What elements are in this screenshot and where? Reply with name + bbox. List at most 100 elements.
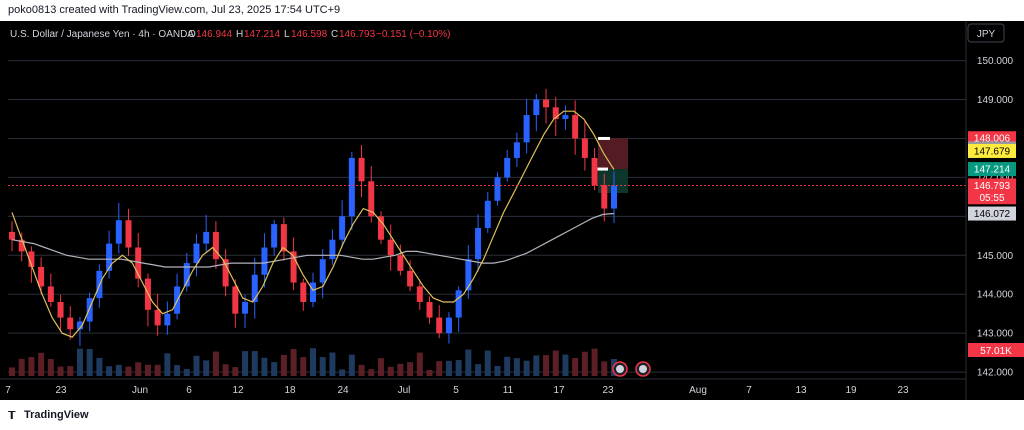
- footer-brand[interactable]: TradingView: [24, 409, 89, 421]
- currency-button-label: JPY: [977, 29, 996, 40]
- candle-body: [436, 317, 443, 334]
- candle-body: [9, 231, 15, 240]
- entry-marker[interactable]: [598, 136, 610, 140]
- volume-bars: [9, 348, 617, 376]
- volume-bar: [475, 364, 482, 376]
- event-flag-icon[interactable]: [635, 361, 651, 377]
- price-label-bg: [968, 178, 1016, 193]
- chart-frame[interactable]: 150.000149.000148.000147.000146.000145.0…: [0, 21, 1024, 400]
- candle-body: [523, 115, 530, 143]
- stop-zone[interactable]: [598, 138, 628, 170]
- candle-body: [154, 309, 161, 326]
- watermark-text: poko0813 created with TradingView.com, J…: [8, 4, 341, 16]
- volume-bar: [280, 354, 287, 376]
- volume-bar: [193, 355, 200, 376]
- ohlc-change: −0.151 (−0.10%): [376, 29, 451, 40]
- candle-body: [38, 266, 45, 287]
- candle-body: [242, 302, 249, 314]
- volume-bar: [18, 358, 25, 376]
- candle-body: [271, 224, 278, 248]
- tradingview-logo-icon[interactable]: 𝗧: [8, 410, 16, 422]
- volume-bar: [552, 350, 559, 376]
- x-axis-tick-label: 11: [503, 385, 514, 396]
- candle-body: [416, 286, 423, 303]
- currency-button[interactable]: JPY: [967, 23, 1005, 43]
- entry-marker[interactable]: [594, 167, 608, 171]
- volume-readout: 57.01K: [968, 343, 1024, 357]
- candle-body: [222, 259, 229, 287]
- volume-bar: [76, 348, 83, 376]
- moving-averages: [11, 110, 615, 338]
- x-axis-tick-label: 7: [746, 385, 752, 396]
- volume-bar: [38, 352, 45, 376]
- candle-body: [280, 224, 287, 252]
- volume-bar: [271, 362, 278, 376]
- volume-bar: [251, 351, 258, 376]
- x-axis-tick-label: 23: [55, 385, 67, 396]
- candle-body: [533, 99, 540, 116]
- symbol-name: U.S. Dollar / Japanese Yen · 4h · OANDA: [10, 29, 194, 40]
- x-axis[interactable]: 7 23 Jun 6 12 18 24 Jul 5 11 17 23 Aug 7 13 19 23: [0, 378, 966, 396]
- x-axis-tick-label: 6: [186, 385, 192, 396]
- y-axis-tick-label: 149.000: [977, 95, 1014, 106]
- candle-body: [543, 99, 550, 108]
- volume-bar: [591, 348, 598, 376]
- candle-body: [164, 313, 171, 326]
- volume-bar: [125, 366, 132, 376]
- volume-bar: [164, 353, 171, 376]
- volume-bar: [513, 358, 520, 376]
- volume-bar: [533, 355, 540, 376]
- volume-bar: [115, 364, 122, 376]
- volume-bar: [96, 357, 103, 376]
- volume-bar: [523, 360, 530, 376]
- volume-bar: [212, 351, 219, 376]
- volume-bar: [426, 369, 433, 376]
- candle-body: [193, 243, 200, 264]
- volume-bar: [203, 360, 210, 376]
- price-label-bg: [968, 143, 1016, 158]
- volume-bar: [47, 359, 54, 376]
- price-label-text: 147.214: [974, 165, 1011, 176]
- ma-fast-line: [11, 110, 615, 338]
- volume-bar: [562, 354, 569, 376]
- candle-body: [601, 185, 608, 209]
- y-axis-tick-label: 143.000: [977, 329, 1014, 340]
- x-axis-tick-label: 7: [5, 385, 11, 396]
- x-axis-tick-label: 23: [602, 385, 614, 396]
- volume-bar: [572, 358, 579, 376]
- volume-bar: [290, 348, 297, 376]
- price-label-bg: [968, 162, 1016, 177]
- x-axis-tick-label: 18: [284, 385, 296, 396]
- volume-bar: [339, 369, 346, 376]
- candle-body: [310, 282, 316, 303]
- candle-body: [115, 220, 122, 244]
- x-axis-tick-label: 5: [453, 385, 459, 396]
- candle-body: [261, 247, 268, 275]
- ma-slow-line: [11, 212, 615, 268]
- volume-bar: [144, 364, 151, 376]
- x-axis-tick-label: Aug: [689, 385, 707, 396]
- volume-bar: [504, 356, 511, 376]
- ohlc-c-value: 146.793: [339, 29, 376, 40]
- candle-body: [513, 142, 520, 158]
- candle-body: [397, 255, 404, 271]
- volume-bar: [222, 364, 229, 376]
- x-axis-tick-label: Jul: [398, 385, 411, 396]
- volume-bar: [416, 352, 423, 376]
- price-label-text: 146.793: [974, 181, 1011, 192]
- candle-body: [67, 317, 74, 330]
- candle-body: [426, 302, 433, 318]
- y-axis-tick-label: 145.000: [977, 251, 1014, 262]
- symbol-legend[interactable]: U.S. Dollar / Japanese Yen · 4h · OANDA …: [10, 29, 451, 40]
- price-label-text: 05:55: [979, 193, 1004, 204]
- candle-body: [300, 282, 307, 303]
- volume-bar: [57, 366, 64, 376]
- event-flag-icon[interactable]: [612, 361, 628, 377]
- volume-bar: [494, 365, 501, 376]
- y-axis-tick-label: 142.000: [977, 368, 1014, 379]
- price-chart[interactable]: 150.000149.000148.000147.000146.000145.0…: [0, 21, 1024, 400]
- candle-body: [445, 317, 452, 334]
- y-axis-tick-label: 150.000: [977, 56, 1014, 67]
- candle-body: [106, 243, 113, 271]
- volume-bar: [445, 360, 452, 376]
